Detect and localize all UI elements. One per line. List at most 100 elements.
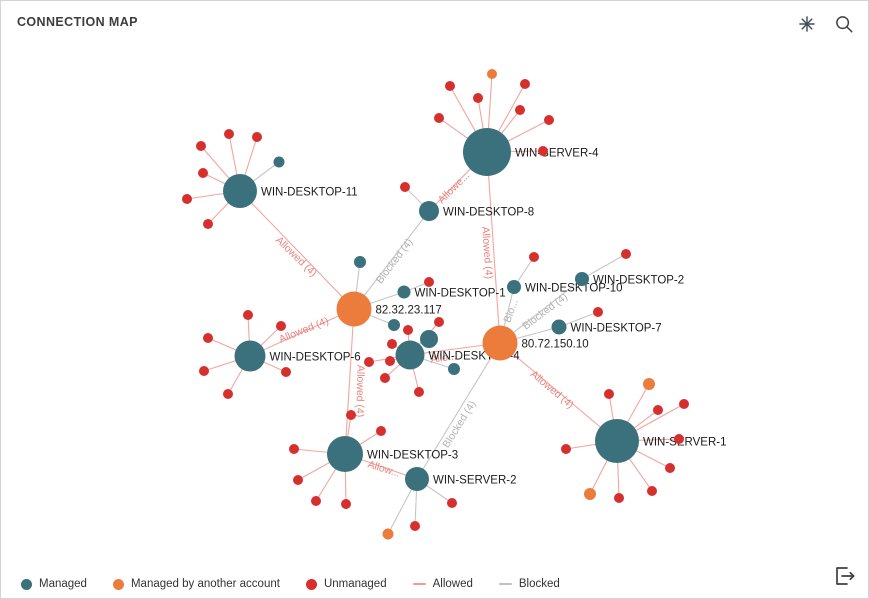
edge-label: Blocked (4)	[440, 399, 478, 450]
node-u10[interactable]	[515, 105, 525, 115]
node-80.72.150.10[interactable]	[482, 325, 518, 361]
node-u1[interactable]	[224, 129, 234, 139]
node-u13[interactable]	[538, 146, 548, 156]
node-u45[interactable]	[647, 486, 657, 496]
node-82.32.23.117[interactable]	[336, 291, 372, 327]
edge	[486, 151, 501, 344]
node-u34[interactable]	[311, 496, 321, 506]
node-u5[interactable]	[182, 194, 192, 204]
edge-label: Allowe...	[436, 170, 473, 207]
node-o1[interactable]	[487, 69, 497, 79]
node-WIN-DESKTOP-1[interactable]	[397, 285, 411, 299]
node-u14[interactable]	[400, 182, 410, 192]
node-WIN-DESKTOP-3[interactable]	[327, 436, 363, 472]
node-u38[interactable]	[447, 498, 457, 508]
node-u22[interactable]	[199, 366, 209, 376]
node-t4[interactable]	[420, 330, 438, 348]
node-o3[interactable]	[584, 488, 596, 500]
node-u26[interactable]	[434, 317, 444, 327]
node-u15[interactable]	[424, 277, 434, 287]
node-WIN-SERVER-2[interactable]	[405, 467, 429, 491]
edge	[344, 308, 355, 455]
node-u35[interactable]	[341, 499, 351, 509]
node-label: 82.32.23.117	[376, 305, 442, 317]
node-u31[interactable]	[414, 387, 424, 397]
node-u25[interactable]	[403, 325, 413, 335]
node-u18[interactable]	[593, 307, 603, 317]
edge-label: Allowed (4)	[528, 368, 576, 411]
redistribute-layout-icon[interactable]	[795, 12, 819, 36]
node-u9[interactable]	[520, 79, 530, 89]
legend-item: Unmanaged	[305, 578, 387, 590]
node-u44[interactable]	[614, 493, 624, 503]
node-WIN-DESKTOP-10[interactable]	[507, 280, 521, 294]
node-WIN-SERVER-4[interactable]	[463, 128, 511, 176]
node-u8[interactable]	[473, 93, 483, 103]
node-label: WIN-DESKTOP-3	[367, 450, 458, 462]
node-u28[interactable]	[364, 357, 374, 367]
legend-item: Managed by another account	[112, 578, 280, 590]
legend-swatch	[498, 583, 512, 585]
node-u39[interactable]	[410, 521, 420, 531]
search-icon[interactable]	[832, 12, 856, 36]
export-icon[interactable]	[832, 563, 858, 589]
node-t1[interactable]	[273, 156, 285, 168]
node-u37[interactable]	[346, 410, 356, 420]
node-WIN-SERVER-1[interactable]	[595, 419, 639, 463]
node-u36[interactable]	[376, 426, 386, 436]
legend-item: Blocked	[498, 578, 560, 590]
node-WIN-DESKTOP-4[interactable]	[395, 340, 425, 370]
node-u46[interactable]	[665, 463, 675, 473]
node-u43[interactable]	[561, 444, 571, 454]
node-WIN-DESKTOP-7[interactable]	[551, 319, 567, 335]
node-WIN-DESKTOP-6[interactable]	[234, 340, 266, 372]
node-u42[interactable]	[679, 399, 689, 409]
node-u11[interactable]	[434, 113, 444, 123]
node-t3[interactable]	[388, 319, 400, 331]
node-u27[interactable]	[387, 339, 397, 349]
legend-label: Managed	[39, 578, 87, 590]
node-u17[interactable]	[621, 249, 631, 259]
node-u21[interactable]	[203, 333, 213, 343]
node-u29[interactable]	[385, 356, 395, 366]
node-u19[interactable]	[243, 310, 253, 320]
toolbar	[795, 12, 856, 36]
node-WIN-DESKTOP-8[interactable]	[419, 201, 439, 221]
legend-item: Allowed	[412, 578, 473, 590]
node-u7[interactable]	[445, 81, 455, 91]
node-u2[interactable]	[196, 141, 206, 151]
node-u16[interactable]	[529, 252, 539, 262]
node-label: WIN-DESKTOP-8	[443, 207, 534, 219]
node-u40[interactable]	[604, 389, 614, 399]
legend-label: Blocked	[518, 578, 560, 590]
node-u30[interactable]	[380, 373, 390, 383]
legend-label: Managed by another account	[130, 578, 280, 590]
edge	[353, 210, 430, 310]
node-u20[interactable]	[276, 321, 286, 331]
node-u33[interactable]	[293, 475, 303, 485]
node-u4[interactable]	[198, 168, 208, 178]
legend-swatch	[412, 583, 426, 585]
node-label: WIN-DESKTOP-7	[571, 323, 662, 335]
node-label: WIN-DESKTOP-2	[593, 275, 684, 287]
node-u6[interactable]	[203, 219, 213, 229]
legend-swatch	[305, 578, 317, 590]
node-WIN-DESKTOP-2[interactable]	[575, 272, 589, 286]
node-label: WIN-DESKTOP-1	[415, 288, 506, 300]
edge-label: Allowed (4)	[479, 226, 495, 279]
node-o2[interactable]	[643, 378, 655, 390]
node-o4[interactable]	[382, 528, 394, 540]
node-u41[interactable]	[653, 405, 663, 415]
node-t2[interactable]	[354, 256, 366, 268]
node-u12[interactable]	[544, 115, 554, 125]
node-u32[interactable]	[289, 444, 299, 454]
node-u47[interactable]	[674, 434, 684, 444]
node-u23[interactable]	[223, 389, 233, 399]
node-u3[interactable]	[252, 132, 262, 142]
node-label: WIN-SERVER-1	[643, 437, 727, 449]
node-t5[interactable]	[448, 363, 460, 375]
node-u24[interactable]	[281, 367, 291, 377]
node-label: WIN-DESKTOP-10	[525, 283, 623, 295]
node-WIN-DESKTOP-11[interactable]	[223, 174, 257, 208]
edge-label: Allo...	[430, 350, 458, 366]
